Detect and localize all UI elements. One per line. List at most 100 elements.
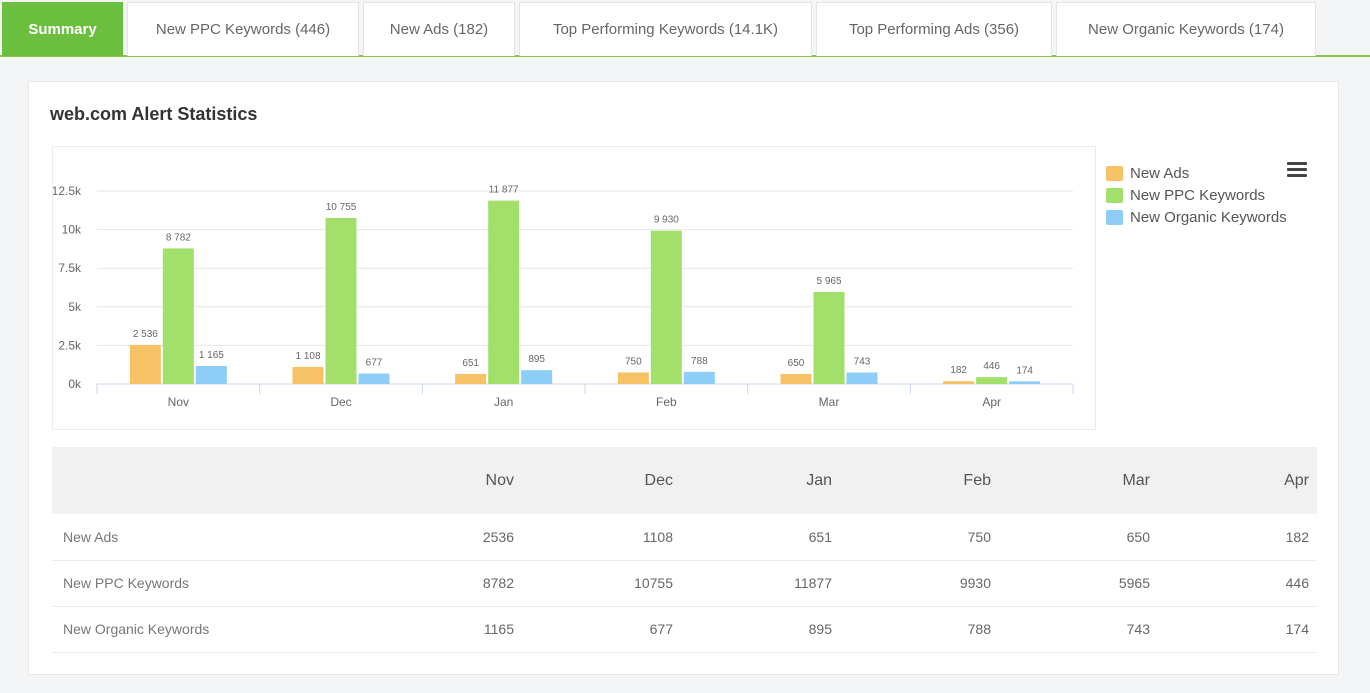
data-label: 788 [691, 356, 708, 367]
table-cell: 5965 [1118, 575, 1150, 591]
table-cell: New PPC Keywords [63, 575, 190, 591]
x-tick-label: Feb [656, 395, 677, 409]
table-row: New Organic Keywords 1165 677 895 788 74… [52, 606, 1317, 652]
data-label: 2 536 [133, 329, 158, 340]
table-header-cell: Dec [644, 471, 673, 489]
tab-new-organic-keywords[interactable]: New Organic Keywords (174) [1056, 2, 1316, 56]
table-cell: 750 [967, 528, 991, 545]
table-cell: 895 [808, 621, 832, 637]
table-cell: 1165 [483, 621, 514, 637]
legend-label: New Ads [1130, 164, 1190, 182]
alert-statistics-card: web.com Alert Statistics 0k 2.5k 5k 7.5k 10k… [28, 81, 1339, 675]
x-tick-label: Nov [168, 395, 189, 409]
legend-item-new-ads[interactable]: New Ads [1106, 162, 1287, 184]
table-cell: 2536 [482, 528, 514, 545]
data-label: 10 755 [326, 202, 357, 213]
data-label: 750 [625, 356, 642, 367]
legend-label: New Organic Keywords [1130, 208, 1287, 226]
chart-legend: New Ads New PPC Keywords New Organic Key… [1106, 162, 1287, 228]
table-cell: 650 [1126, 528, 1150, 545]
bar [650, 230, 682, 384]
table-cell: 174 [1285, 621, 1309, 637]
tab-new-ads[interactable]: New Ads (182) [363, 2, 515, 56]
data-label: 677 [366, 358, 383, 369]
legend-swatch-new-ppc-keywords [1106, 187, 1123, 203]
table-header-row: Nov Dec Jan Feb Mar Apr [52, 447, 1317, 514]
data-label: 651 [462, 358, 479, 369]
bar [488, 200, 520, 384]
data-label: 5 965 [816, 276, 841, 287]
legend-swatch-new-ads [1106, 165, 1123, 181]
table-cell: 743 [1126, 621, 1150, 637]
bar [943, 381, 975, 384]
y-tick-label: 10k [62, 223, 82, 237]
bar [846, 372, 878, 384]
legend-item-new-ppc-keywords[interactable]: New PPC Keywords [1106, 184, 1287, 206]
bar [129, 344, 161, 384]
table-cell: New Organic Keywords [63, 621, 210, 637]
bar [162, 248, 194, 384]
tab-bar: Summary New PPC Keywords (446) New Ads (… [0, 0, 1370, 57]
tab-new-ppc-keywords[interactable]: New PPC Keywords (446) [127, 2, 359, 56]
y-tick-label: 7.5k [58, 261, 82, 275]
table-cell: 1108 [642, 528, 673, 545]
bar [617, 372, 649, 384]
data-label: 8 782 [166, 232, 191, 243]
table-cell: 788 [967, 621, 991, 637]
data-label: 1 165 [199, 350, 224, 361]
bar [358, 373, 390, 384]
bar [813, 291, 845, 384]
table-cell: 10755 [634, 575, 673, 591]
bar-chart: 0k 2.5k 5k 7.5k 10k 12.5k Nov 2 536 8 782 1 165 De… [52, 146, 1096, 430]
data-label: 182 [950, 365, 967, 376]
table-header-cell: Mar [1122, 471, 1150, 489]
bar [292, 366, 324, 384]
table-cell: 446 [1285, 575, 1309, 591]
y-tick-label: 12.5k [53, 184, 82, 198]
hamburger-menu-icon[interactable] [1287, 162, 1307, 178]
bar [521, 370, 553, 384]
data-label: 174 [1016, 365, 1033, 376]
x-tick-label: Mar [819, 395, 840, 409]
tab-summary[interactable]: Summary [2, 2, 123, 56]
table-cell: 11877 [794, 575, 832, 591]
legend-swatch-new-organic-keywords [1106, 209, 1123, 225]
bar [325, 217, 357, 384]
bar [683, 371, 715, 384]
y-tick-label: 2.5k [58, 338, 82, 352]
table-cell: 8782 [482, 575, 514, 591]
x-tick-label: Dec [330, 395, 351, 409]
legend-label: New PPC Keywords [1130, 186, 1266, 204]
data-label: 650 [788, 358, 805, 369]
table-cell: 651 [808, 528, 832, 545]
table-cell: New Ads [63, 528, 119, 545]
table-cell: 182 [1285, 528, 1309, 545]
y-tick-label: 5k [68, 300, 82, 314]
statistics-table: Nov Dec Jan Feb Mar Apr New Ads 2536 110… [52, 447, 1317, 653]
bar [1009, 381, 1041, 384]
table-row: New PPC Keywords 8782 10755 11877 9930 5… [52, 560, 1317, 606]
card-title: web.com Alert Statistics [50, 104, 258, 124]
bar [976, 377, 1008, 384]
chart-svg: 0k 2.5k 5k 7.5k 10k 12.5k Nov 2 536 8 782 1 165 De… [53, 184, 1074, 409]
bar [195, 366, 227, 384]
bar [455, 373, 487, 384]
table-header-cell: Apr [1284, 471, 1309, 489]
x-tick-label: Jan [494, 395, 513, 409]
table-header-cell: Feb [963, 471, 991, 489]
x-tick-label: Apr [982, 395, 1001, 409]
tab-top-performing-ads[interactable]: Top Performing Ads (356) [816, 2, 1052, 56]
table-header-cell: Jan [806, 471, 832, 489]
table-header-cell: Nov [485, 471, 514, 489]
data-label: 446 [983, 361, 1000, 372]
table-row: New Ads 2536 1108 651 750 650 182 [52, 514, 1317, 560]
y-tick-label: 0k [68, 377, 82, 391]
tab-top-performing-keywords[interactable]: Top Performing Keywords (14.1K) [519, 2, 812, 56]
data-label: 743 [854, 357, 871, 368]
data-label: 1 108 [295, 351, 320, 362]
table-header-cell [52, 447, 352, 514]
data-label: 9 930 [654, 215, 679, 226]
legend-item-new-organic-keywords[interactable]: New Organic Keywords [1106, 206, 1287, 228]
table-cell: 9930 [959, 575, 991, 591]
data-label: 895 [528, 354, 545, 365]
